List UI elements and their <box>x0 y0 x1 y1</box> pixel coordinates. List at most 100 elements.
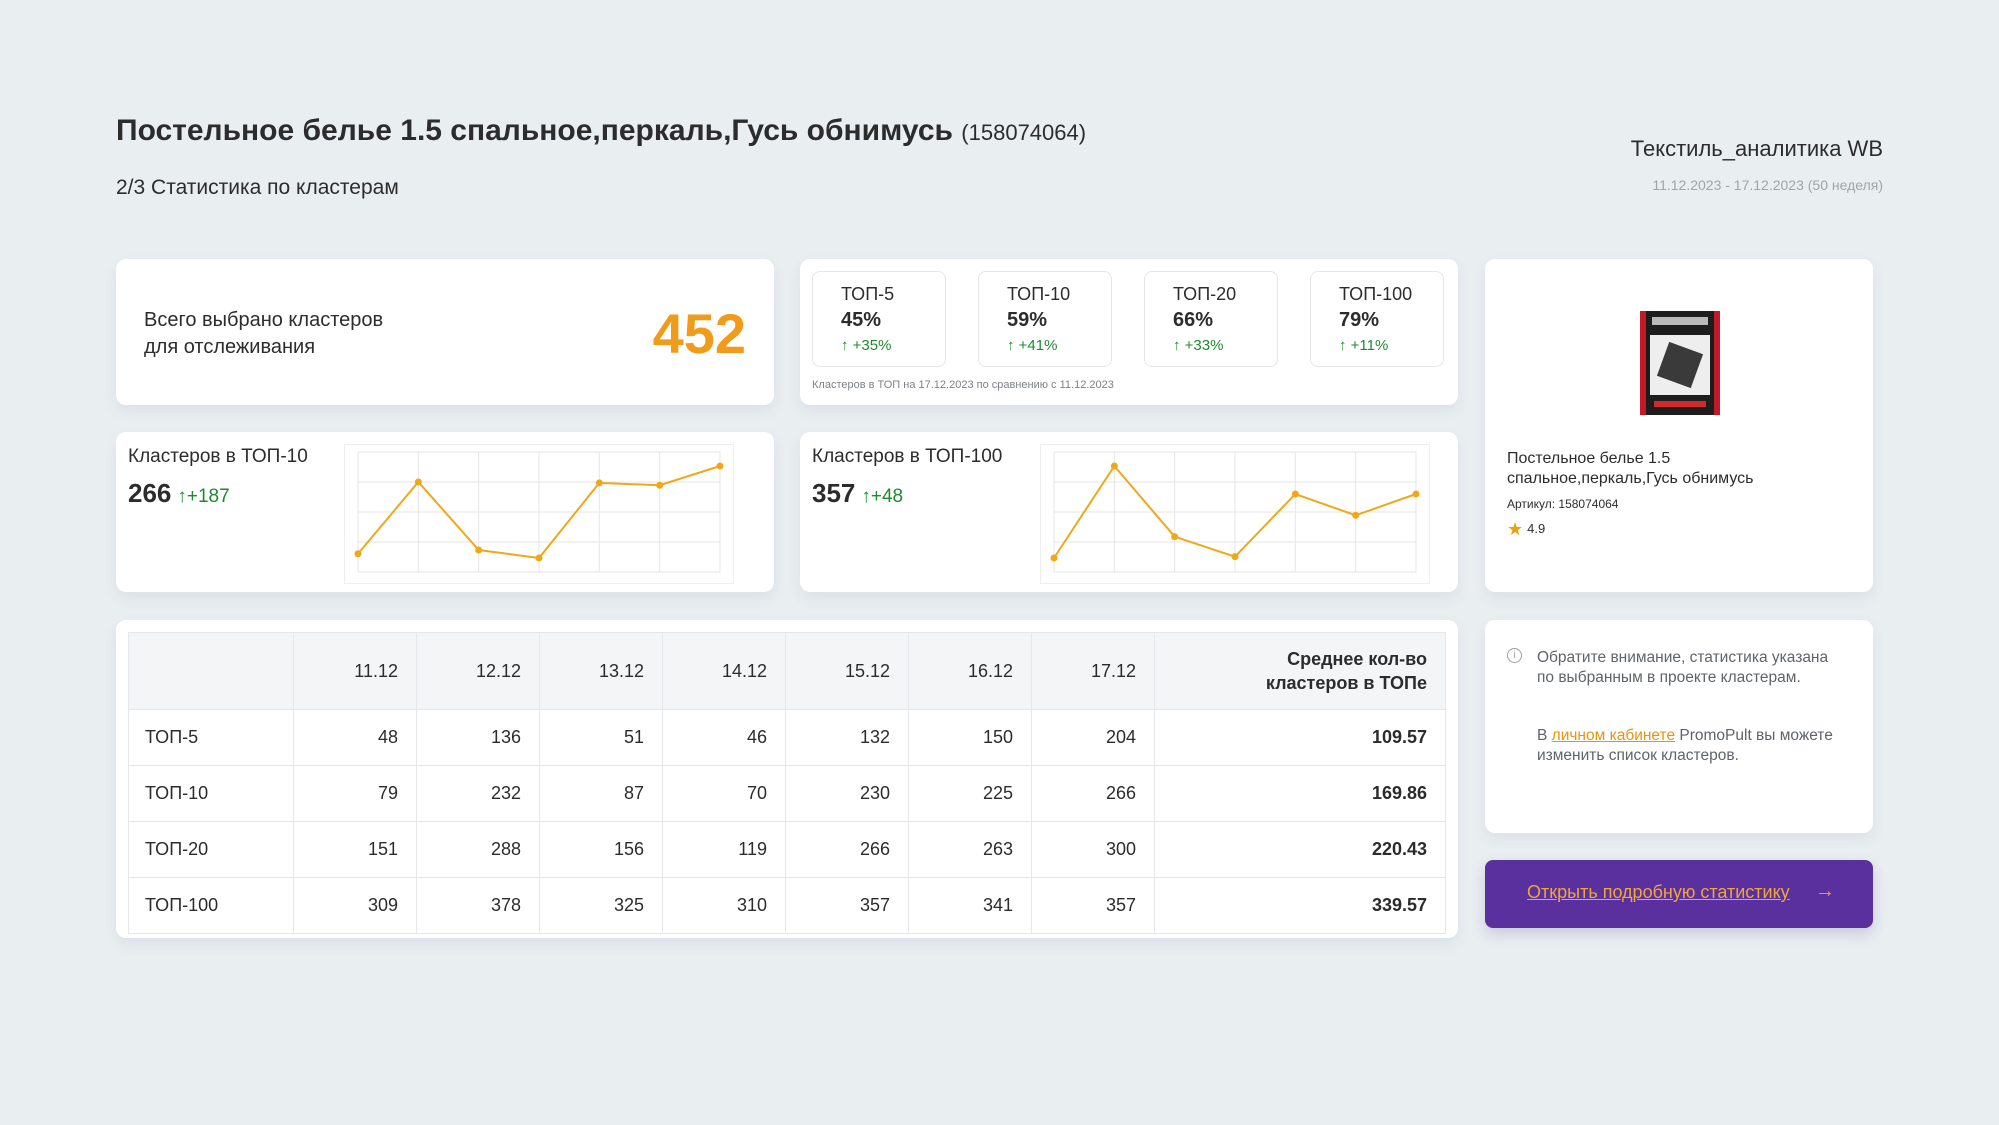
top-percent: 59% <box>1007 309 1048 331</box>
data-point <box>1352 511 1360 519</box>
table-cell-average: 339.57 <box>1154 877 1446 934</box>
top-100-chart-card: Кластеров в ТОП-100 357 ↑+48 <box>800 432 1458 592</box>
data-point <box>1110 462 1118 470</box>
table-cell-average: 220.43 <box>1154 821 1446 878</box>
table-header-average-line1: Среднее кол-во <box>1287 649 1427 669</box>
brand-name: Текстиль_аналитика WB <box>1630 136 1883 161</box>
top-percent: 45% <box>841 309 882 331</box>
info-icon: i <box>1507 648 1522 663</box>
data-point <box>535 554 543 562</box>
chart-value: 266 ↑+187 <box>128 478 230 509</box>
top-100-box: ТОП-100 79% ↑ +11% <box>1310 271 1444 367</box>
notice-link-text: В личном кабинете PromoPult вы можете из… <box>1537 726 1837 766</box>
top-5-box: ТОП-5 45% ↑ +35% <box>812 271 946 367</box>
table-header-corner <box>128 632 294 710</box>
top-name: ТОП-20 <box>1173 284 1237 304</box>
table-cell-average: 169.86 <box>1154 765 1446 822</box>
top-10-box: ТОП-10 59% ↑ +41% <box>978 271 1112 367</box>
table-cell: 46 <box>662 709 786 766</box>
total-clusters-label-line1: Всего выбрано кластеров <box>144 309 384 331</box>
table-cell: 48 <box>293 709 417 766</box>
row-label: ТОП-20 <box>128 821 294 878</box>
data-point <box>414 478 422 486</box>
chart-value-number: 266 <box>128 478 172 508</box>
table-header-date: 11.12 <box>293 632 417 710</box>
table-cell: 79 <box>293 765 417 822</box>
top-stats-card: ТОП-5 45% ↑ +35% ТОП-10 59% ↑ +41% ТОП-2… <box>800 259 1458 405</box>
clusters-table: 11.12 12.12 13.12 14.12 15.12 16.12 17.1… <box>128 632 1446 934</box>
row-label: ТОП-100 <box>128 877 294 934</box>
row-label: ТОП-10 <box>128 765 294 822</box>
top-delta: ↑ +35% <box>841 337 892 354</box>
table-cell: 51 <box>539 709 663 766</box>
table-header-date: 17.12 <box>1031 632 1155 710</box>
table-cell: 266 <box>1031 765 1155 822</box>
table-header-date: 13.12 <box>539 632 663 710</box>
chart-title: Кластеров в ТОП-10 <box>128 446 308 467</box>
table-cell: 230 <box>785 765 909 822</box>
table-header-date: 14.12 <box>662 632 786 710</box>
product-card[interactable]: Постельное белье 1.5 спальное,перкаль,Гу… <box>1485 259 1873 592</box>
table-cell: 87 <box>539 765 663 822</box>
table-header-date: 15.12 <box>785 632 909 710</box>
table-cell: 378 <box>416 877 540 934</box>
page-subtitle: 2/3 Статистика по кластерам <box>116 176 399 199</box>
table-header-average-line2: кластеров в ТОПе <box>1265 673 1427 693</box>
account-link[interactable]: личном кабинете <box>1551 727 1676 744</box>
data-point <box>475 546 483 554</box>
top-percent: 66% <box>1173 309 1214 331</box>
data-point <box>354 550 362 558</box>
chart-frame <box>344 444 734 584</box>
total-clusters-label: Всего выбрано кластеров для отслеживания <box>144 307 444 361</box>
table-cell: 341 <box>908 877 1032 934</box>
table-cell: 204 <box>1031 709 1155 766</box>
table-cell: 300 <box>1031 821 1155 878</box>
data-point <box>1291 490 1299 498</box>
table-cell: 266 <box>785 821 909 878</box>
report-period: 11.12.2023 - 17.12.2023 (50 неделя) <box>1652 177 1883 193</box>
product-photo-icon[interactable] <box>1640 311 1720 415</box>
top-20-box: ТОП-20 66% ↑ +33% <box>1144 271 1278 367</box>
top-10-line-chart <box>344 444 734 584</box>
table-cell: 70 <box>662 765 786 822</box>
table-row: ТОП-20 151 288 156 119 266 263 300 220.4… <box>128 821 1446 878</box>
top-name: ТОП-10 <box>1007 284 1071 304</box>
data-point <box>1412 490 1420 498</box>
rating-value: 4.9 <box>1527 521 1546 536</box>
button-label: Открыть подробную статистику <box>1527 882 1790 902</box>
table-cell: 156 <box>539 821 663 878</box>
product-name-line2: спальное,перкаль,Гусь обнимусь <box>1507 470 1754 487</box>
data-point <box>1050 554 1058 562</box>
product-name-line1: Постельное белье 1.5 <box>1507 450 1671 467</box>
chart-value: 357 ↑+48 <box>812 478 903 509</box>
star-icon: ★ <box>1507 519 1524 539</box>
open-detailed-stats-button[interactable]: Открыть подробную статистику → <box>1485 860 1873 928</box>
top-10-chart-card: Кластеров в ТОП-10 266 ↑+187 <box>116 432 774 592</box>
data-point <box>595 479 603 487</box>
data-point <box>656 481 664 489</box>
top-100-line-chart <box>1040 444 1430 584</box>
table-cell-average: 109.57 <box>1154 709 1446 766</box>
chart-value-number: 357 <box>812 478 856 508</box>
top-delta: ↑ +33% <box>1173 337 1224 354</box>
chart-title: Кластеров в ТОП-100 <box>812 446 1003 467</box>
product-id: (158074064) <box>961 120 1087 145</box>
table-cell: 357 <box>1031 877 1155 934</box>
top-delta: ↑ +11% <box>1339 337 1389 354</box>
data-point <box>1231 553 1239 561</box>
chart-value-delta: ↑+48 <box>861 486 904 507</box>
table-cell: 132 <box>785 709 909 766</box>
table-row: ТОП-10 79 232 87 70 230 225 266 169.86 <box>128 765 1446 822</box>
table-header-date: 16.12 <box>908 632 1032 710</box>
table-header-row: 11.12 12.12 13.12 14.12 15.12 16.12 17.1… <box>128 632 1446 710</box>
data-point <box>716 462 724 470</box>
clusters-table-card: 11.12 12.12 13.12 14.12 15.12 16.12 17.1… <box>116 620 1458 938</box>
product-article: Артикул: 158074064 <box>1507 497 1619 511</box>
table-cell: 325 <box>539 877 663 934</box>
table-cell: 151 <box>293 821 417 878</box>
product-rating: ★ 4.9 <box>1507 519 1545 540</box>
total-clusters-value: 452 <box>652 302 746 365</box>
table-cell: 310 <box>662 877 786 934</box>
table-cell: 150 <box>908 709 1032 766</box>
top-name: ТОП-5 <box>841 284 895 304</box>
